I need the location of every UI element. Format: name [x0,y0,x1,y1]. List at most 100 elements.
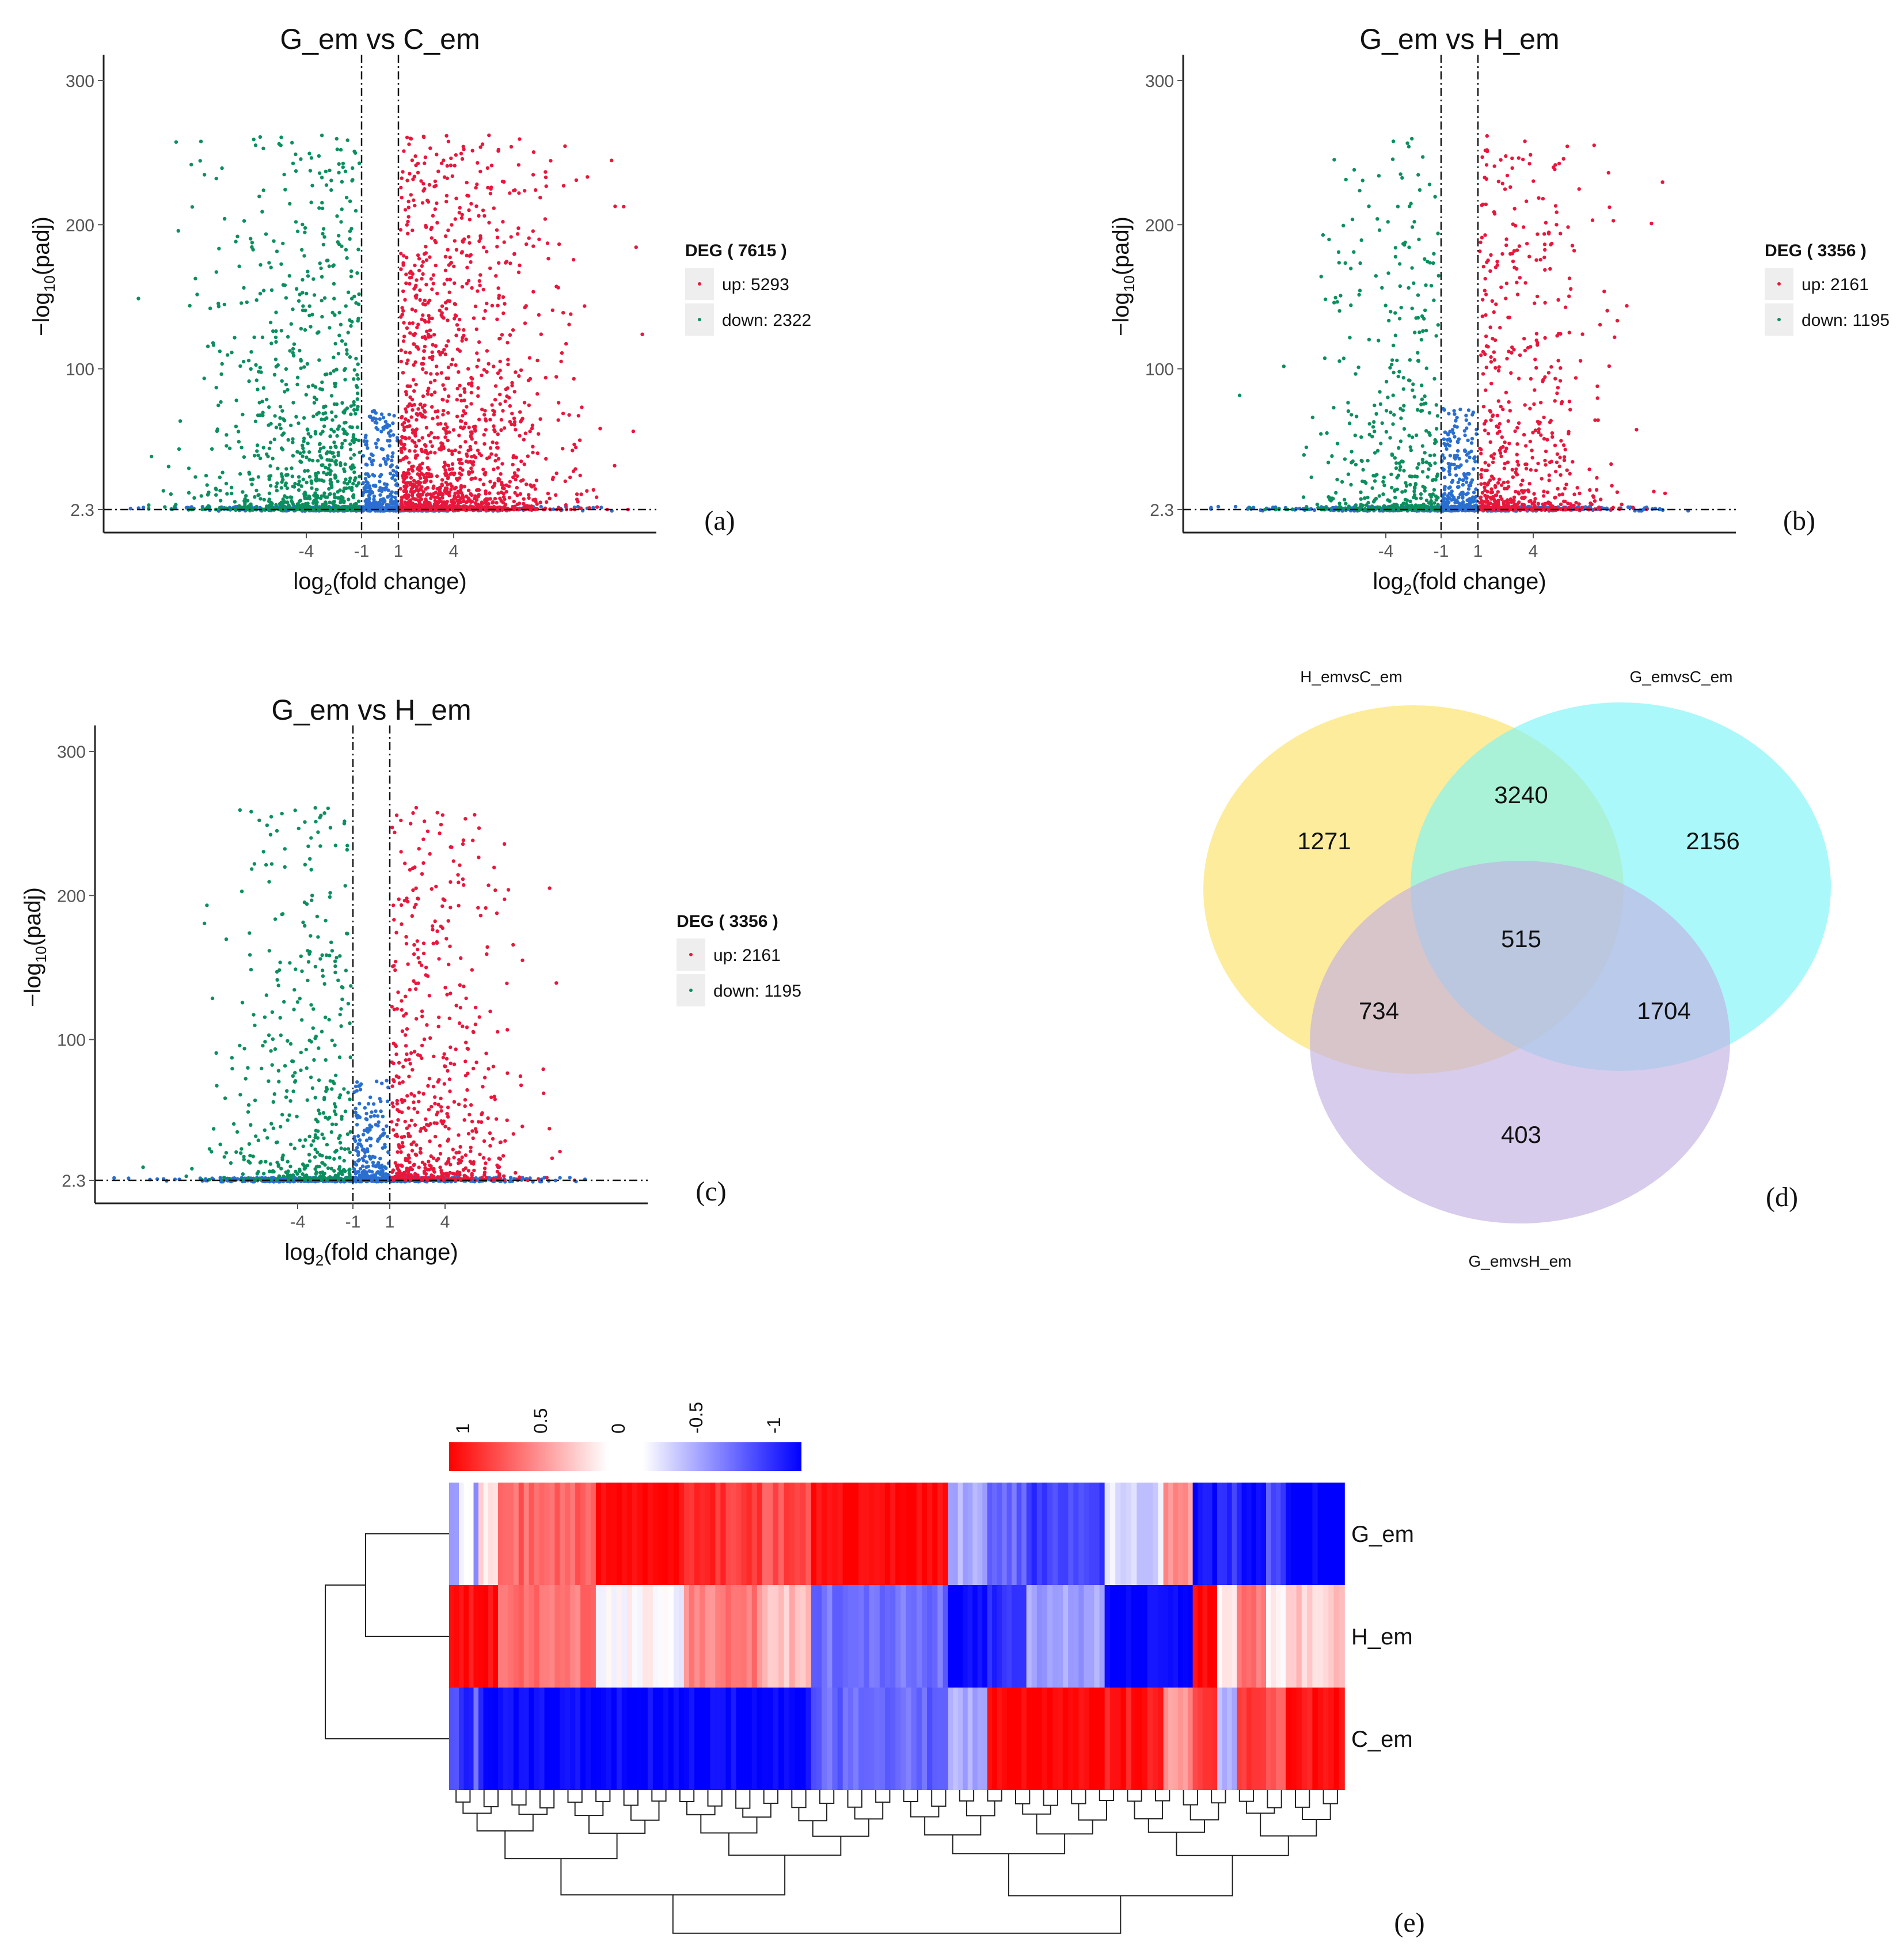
point-down [322,494,326,498]
point-up [501,295,506,299]
point-not-significant [390,495,394,499]
point-not-significant [1441,406,1445,411]
point-down [309,325,313,329]
point-down [274,364,278,368]
point-up [1492,310,1496,314]
point-up [1542,242,1547,246]
point-up [1505,173,1510,178]
point-up [568,476,572,480]
point-up [1530,455,1534,460]
point-down [355,425,359,430]
point-up [531,229,535,233]
point-up [1522,337,1526,341]
point-up [591,488,595,492]
point-up [523,321,527,325]
point-down [355,373,359,377]
point-up [1562,499,1566,503]
point-up [1500,181,1504,185]
point-up [408,449,412,453]
point-up [482,433,486,437]
point-up [492,428,496,432]
point-down [214,176,218,181]
point-down [218,475,222,480]
point-up [470,437,474,441]
point-up [1514,470,1518,474]
point-down [313,385,318,389]
point-up [410,158,415,162]
point-down [356,499,361,503]
point-up [544,184,548,188]
point-up [1566,225,1570,229]
point-up [1485,134,1489,138]
point-up [450,223,454,227]
point-up [493,384,498,388]
point-down [275,481,279,485]
point-down [249,367,253,371]
point-up [500,180,505,184]
point-up [464,337,468,341]
point-up [1592,143,1596,147]
point-up [1559,502,1563,507]
point-down [354,208,358,213]
point-not-significant [393,495,397,500]
point-up [470,477,474,481]
point-down [274,425,279,430]
point-up [421,313,425,317]
point-not-significant [374,417,378,421]
point-down [251,248,255,252]
point-up [408,402,412,406]
point-up [443,268,448,272]
point-up [433,451,437,455]
point-up [586,175,590,179]
point-up [411,439,415,443]
point-up [409,193,413,197]
point-down [267,405,271,409]
point-up [508,261,512,265]
point-up [402,321,406,325]
point-up [1557,464,1561,469]
point-not-significant [385,482,389,487]
point-up [489,185,493,189]
point-down [215,427,219,431]
point-up [424,371,428,375]
point-up [450,174,454,178]
point-up [1504,237,1508,241]
point-down [273,358,278,362]
point-up [1521,225,1526,229]
point-up [559,359,563,363]
point-up [439,161,444,165]
plot-title: G_em vs H_em [1359,23,1559,55]
point-not-significant [1216,504,1221,509]
point-up [405,135,409,139]
point-up [534,188,538,192]
point-up [511,462,515,467]
point-up [556,418,560,422]
point-up [549,159,553,163]
point-down [339,220,343,224]
point-not-significant [1472,504,1476,508]
point-down [334,462,338,466]
point-up [510,383,514,387]
point-down [348,318,352,322]
point-up [561,311,565,315]
point-up [543,217,548,221]
point-up [409,487,413,491]
point-up [457,434,461,438]
point-not-significant [387,412,392,417]
point-up [413,449,417,453]
point-up [544,375,548,380]
point-up [1491,506,1495,511]
point-up [444,199,449,204]
point-not-significant [1455,449,1460,453]
point-up [414,444,419,448]
point-down [348,447,353,451]
point-up [449,363,454,367]
point-down [188,303,192,308]
point-up [449,482,453,486]
point-up [577,438,582,442]
point-up [431,416,435,421]
point-down [271,329,275,333]
point-down [199,139,203,143]
point-up [1479,353,1483,358]
point-down [1415,466,1419,470]
